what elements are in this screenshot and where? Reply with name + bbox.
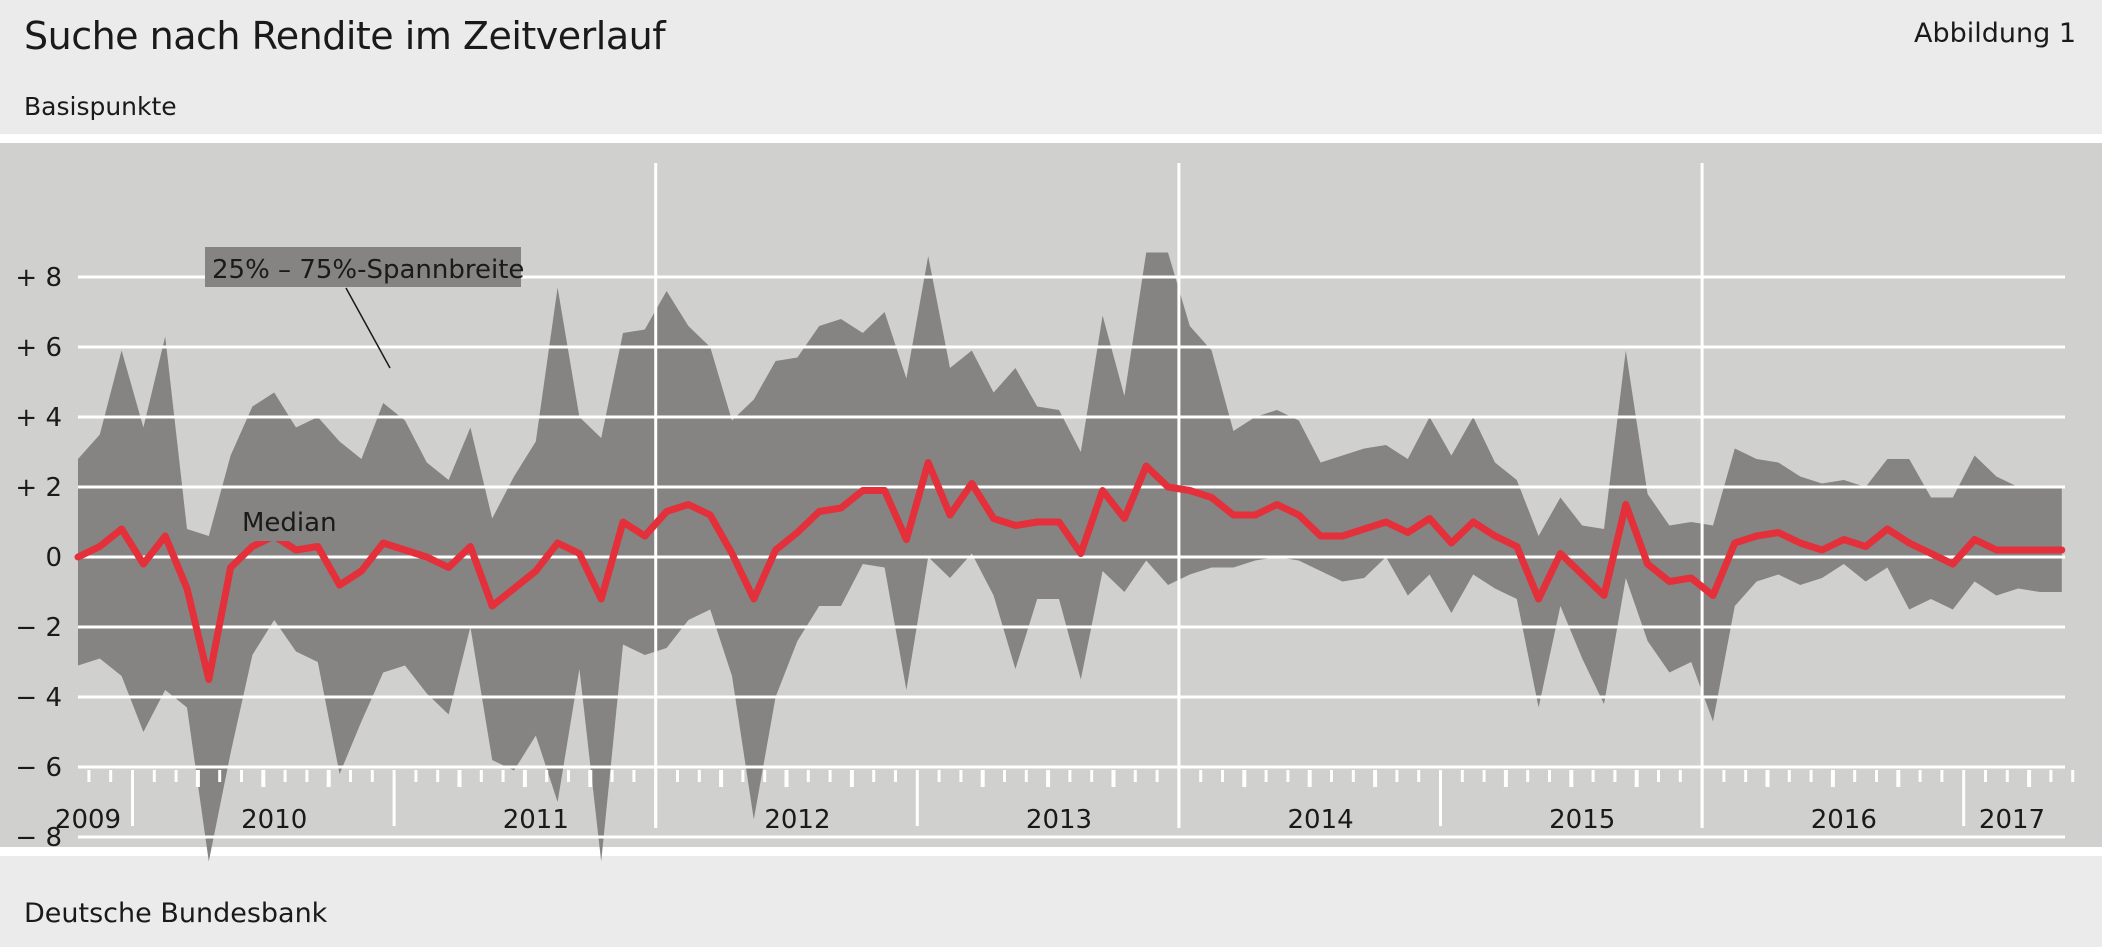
- x-tick-label: 2013: [1026, 805, 1092, 835]
- x-tick-label: 2011: [503, 805, 569, 835]
- bottom-divider: [0, 847, 2102, 856]
- x-tick-label: 2017: [1979, 805, 2045, 835]
- figure-number: Abbildung 1: [1913, 18, 2076, 49]
- source-text: Deutsche Bundesbank: [24, 898, 328, 929]
- x-axis: 2009 2010 2011 2012 2013 2014 2015 2016 2017: [55, 770, 2075, 835]
- median-line: [74, 459, 2066, 683]
- annotation-layer: 25% – 75%-Spannbreite Median: [205, 247, 524, 541]
- x-tick-label: 2015: [1549, 805, 1615, 835]
- median-label-backdrop: [232, 501, 350, 541]
- x-tick-label: 2010: [241, 805, 307, 835]
- y-tick-label: − 2: [15, 613, 62, 643]
- chart-title: Suche nach Rendite im Zeitverlauf: [24, 14, 666, 58]
- y-tick-label: + 6: [15, 333, 62, 363]
- y-tick-label: − 6: [15, 753, 62, 783]
- y-tick-label: − 4: [15, 683, 62, 713]
- band-label-leader: [345, 287, 391, 369]
- band-label-backdrop: [205, 247, 521, 287]
- x-tick-label: 2012: [764, 805, 830, 835]
- x-tick-label: 2014: [1288, 805, 1354, 835]
- y-tick-label: − 8: [15, 823, 62, 853]
- x-tick-label: 2016: [1811, 805, 1877, 835]
- y-tick-label: 0: [45, 543, 62, 573]
- grid-layer: [78, 163, 2065, 839]
- band-label: 25% – 75%-Spannbreite: [212, 255, 524, 285]
- y-tick-label: + 4: [15, 403, 62, 433]
- median-layer: [74, 459, 2066, 683]
- chart-subtitle: Basispunkte: [24, 92, 177, 121]
- y-tick-label: + 2: [15, 473, 62, 503]
- top-divider: [0, 134, 2102, 143]
- median-label: Median: [242, 508, 337, 538]
- y-tick-label: + 8: [15, 263, 62, 293]
- y-axis: + 8 + 6 + 4 + 2 0 − 2 − 4 − 6 − 8: [15, 263, 62, 853]
- x-tick-label: 2009: [55, 805, 121, 835]
